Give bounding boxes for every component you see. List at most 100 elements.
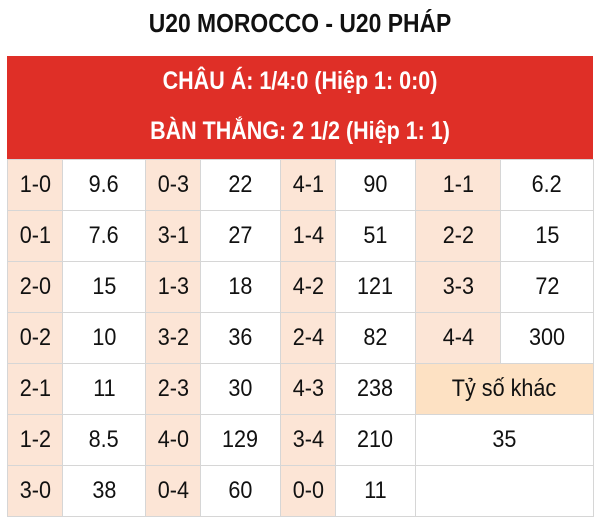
odds-header: CHÂU Á: 1/4:0 (Hiệp 1: 0:0) BÀN THẮNG: 2… — [7, 56, 593, 159]
odds-cell: 6.2 — [500, 159, 594, 211]
score-cell: 3-4 — [280, 414, 336, 466]
odds-cell-text: 238 — [357, 375, 394, 402]
other-scores-label: Tỷ số khác — [415, 363, 594, 415]
odds-cell-text: 38 — [91, 477, 117, 504]
odds-cell-text: 18 — [228, 273, 253, 300]
odds-cell-text: 51 — [363, 222, 388, 249]
odds-cell-text: 15 — [91, 273, 117, 300]
score-cell: 3-3 — [415, 261, 501, 313]
score-cell-text: 1-3 — [157, 273, 189, 300]
score-cell: 1-0 — [7, 159, 63, 211]
odds-cell-text: 6.2 — [531, 171, 563, 198]
table-row: 1-0 9.6 0-3 22 4-1 90 1-1 6.2 — [7, 159, 594, 211]
score-cell: 4-1 — [280, 159, 336, 211]
score-cell-text: 2-1 — [19, 375, 51, 402]
odds-cell: 18 — [200, 261, 281, 313]
score-cell-text: 1-4 — [292, 222, 324, 249]
score-cell-text: 2-2 — [442, 222, 474, 249]
odds-cell: 30 — [200, 363, 281, 415]
odds-cell-text: 300 — [528, 324, 566, 351]
score-cell-text: 4-1 — [292, 171, 324, 198]
score-cell: 0-1 — [7, 210, 63, 262]
score-cell-text: 2-3 — [157, 375, 189, 402]
odds-cell-text: 7.6 — [88, 222, 120, 249]
score-cell-text: 3-2 — [157, 324, 189, 351]
odds-cell-text: 11 — [92, 375, 116, 402]
score-cell: 4-0 — [145, 414, 201, 466]
score-cell-text: 0-1 — [19, 222, 51, 249]
score-cell: 3-1 — [145, 210, 201, 262]
odds-cell-text: 10 — [91, 324, 117, 351]
score-cell-text: 4-0 — [157, 426, 189, 453]
odds-cell: 210 — [335, 414, 416, 466]
score-cell: 1-4 — [280, 210, 336, 262]
score-cell-text: 0-3 — [157, 171, 189, 198]
score-cell: 2-3 — [145, 363, 201, 415]
score-cell-text: 2-4 — [292, 324, 324, 351]
odds-cell-text: 22 — [228, 171, 253, 198]
score-cell-text: 3-0 — [19, 477, 51, 504]
score-cell: 3-0 — [7, 465, 63, 517]
score-cell-text: 3-1 — [157, 222, 189, 249]
score-cell: 1-2 — [7, 414, 63, 466]
odds-cell: 121 — [335, 261, 416, 313]
odds-cell: 51 — [335, 210, 416, 262]
score-cell: 2-4 — [280, 312, 336, 364]
odds-cell: 22 — [200, 159, 281, 211]
odds-cell-text: 72 — [534, 273, 560, 300]
other-scores-odds: 35 — [415, 414, 594, 466]
odds-cell-text: 90 — [363, 171, 388, 198]
correct-score-table: 1-0 9.6 0-3 22 4-1 90 1-1 6.2 0-1 7.6 3-1 27 1-4 51 2-… — [7, 159, 594, 517]
score-cell-text: 3-4 — [292, 426, 324, 453]
odds-cell: 10 — [62, 312, 146, 364]
odds-cell-text: 30 — [228, 375, 253, 402]
score-cell-text: 0-0 — [292, 477, 324, 504]
score-cell-text: 1-1 — [442, 171, 474, 198]
odds-cell: 300 — [500, 312, 594, 364]
odds-cell-text: 8.5 — [88, 426, 120, 453]
score-cell: 0-2 — [7, 312, 63, 364]
table-row: 1-2 8.5 4-0 129 3-4 210 35 — [7, 414, 594, 466]
odds-cell: 11 — [62, 363, 146, 415]
score-cell: 4-3 — [280, 363, 336, 415]
odds-cell-text: 36 — [228, 324, 253, 351]
odds-cell: 27 — [200, 210, 281, 262]
score-cell: 4-2 — [280, 261, 336, 313]
score-cell: 1-3 — [145, 261, 201, 313]
score-cell: 2-0 — [7, 261, 63, 313]
other-scores-odds-text: 35 — [492, 426, 517, 453]
score-cell-text: 2-0 — [19, 273, 51, 300]
odds-cell-text: 82 — [363, 324, 388, 351]
odds-cell-text: 129 — [222, 426, 259, 453]
table-row: 2-1 11 2-3 30 4-3 238 Tỷ số khác — [7, 363, 594, 415]
odds-cell: 238 — [335, 363, 416, 415]
odds-cell: 8.5 — [62, 414, 146, 466]
other-scores-label-text: Tỷ số khác — [452, 375, 557, 402]
score-cell-text: 4-3 — [292, 375, 324, 402]
table-row: 2-0 15 1-3 18 4-2 121 3-3 72 — [7, 261, 594, 313]
score-cell-text: 1-2 — [19, 426, 51, 453]
score-cell-text: 0-4 — [157, 477, 189, 504]
odds-cell-text: 27 — [228, 222, 253, 249]
empty-cell — [415, 465, 594, 517]
score-cell: 0-4 — [145, 465, 201, 517]
table-row: 0-1 7.6 3-1 27 1-4 51 2-2 15 — [7, 210, 594, 262]
score-cell-text: 4-4 — [442, 324, 474, 351]
score-cell: 2-1 — [7, 363, 63, 415]
odds-cell: 129 — [200, 414, 281, 466]
odds-cell: 11 — [335, 465, 416, 517]
score-cell: 1-1 — [415, 159, 501, 211]
odds-cell: 82 — [335, 312, 416, 364]
odds-cell: 15 — [500, 210, 594, 262]
odds-cell-text: 15 — [534, 222, 560, 249]
score-cell: 0-3 — [145, 159, 201, 211]
odds-cell-text: 11 — [364, 477, 387, 504]
score-cell-text: 0-2 — [19, 324, 51, 351]
odds-cell: 36 — [200, 312, 281, 364]
score-cell: 4-4 — [415, 312, 501, 364]
match-title: U20 MOROCCO - U20 PHÁP — [148, 8, 452, 38]
odds-cell: 15 — [62, 261, 146, 313]
table-row: 3-0 38 0-4 60 0-0 11 — [7, 465, 594, 517]
score-cell: 2-2 — [415, 210, 501, 262]
odds-cell-text: 210 — [357, 426, 394, 453]
